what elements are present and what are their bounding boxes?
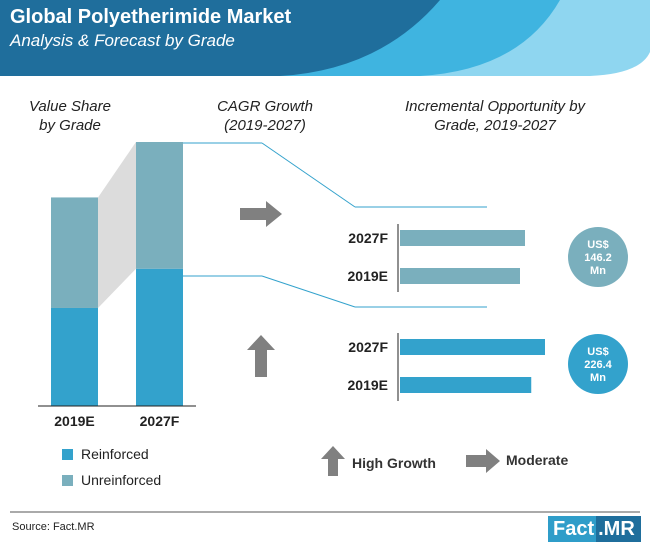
opportunity-label: Mn xyxy=(590,265,606,277)
logo-part-2: .MR xyxy=(596,516,641,542)
connector-line xyxy=(261,275,356,308)
legend-item-reinforced: Reinforced xyxy=(62,446,149,462)
page-subtitle: Analysis & Forecast by Grade xyxy=(10,31,235,50)
legend-label: Unreinforced xyxy=(81,472,162,488)
bar-reinforced-2019E xyxy=(51,307,98,406)
tick-label: 2019E xyxy=(54,413,94,429)
high-growth-arrow-icon xyxy=(247,335,275,377)
opportunity-label: 226.4 xyxy=(584,359,612,371)
value-share-heading: Value Share by Grade xyxy=(28,98,111,134)
legend-swatch xyxy=(62,474,73,486)
connector-line xyxy=(261,142,356,208)
key-high-growth-label: High Growth xyxy=(352,455,436,471)
tick-label: 2019E xyxy=(348,268,388,284)
hbar-unreinforced-2027F xyxy=(400,230,525,246)
opportunity-label: Mn xyxy=(590,372,606,384)
key-high-growth: High Growth xyxy=(352,455,436,471)
source-note: Source: Fact.MR xyxy=(12,521,95,533)
chart-connectors xyxy=(183,142,487,308)
opportunity-heading: Incremental Opportunity by Grade, 2019-2… xyxy=(404,98,586,134)
opportunity-badge xyxy=(568,334,628,394)
legend-swatch xyxy=(62,448,73,460)
high-growth-key-icon xyxy=(321,446,345,476)
hbar-reinforced-2019E xyxy=(400,377,532,393)
header-band-dark xyxy=(0,0,440,76)
bar-unreinforced-2027F xyxy=(136,142,183,269)
tick-label: 2027F xyxy=(140,413,180,429)
hbar-unreinforced-2019E xyxy=(400,268,520,284)
logo-part-1: Fact xyxy=(548,516,597,542)
moderate-arrow-icon xyxy=(240,201,282,227)
bar-reinforced-2027F xyxy=(136,268,183,406)
value-share-chart: 2019E 2027F xyxy=(38,142,196,429)
key-moderate: Moderate xyxy=(506,452,568,468)
page-title: Global Polyetherimide Market xyxy=(10,6,292,28)
tick-label: 2027F xyxy=(348,339,388,355)
legend-label: Reinforced xyxy=(81,446,149,462)
opportunity-badge xyxy=(568,227,628,287)
bar-connector-shade xyxy=(98,142,136,308)
bar-unreinforced-2019E xyxy=(51,197,98,308)
opportunity-label: US$ xyxy=(587,239,608,251)
legend-item-unreinforced: Unreinforced xyxy=(62,472,161,488)
tick-label: 2019E xyxy=(348,377,388,393)
factmr-logo: Fact .MR xyxy=(548,516,641,542)
moderate-key-icon xyxy=(466,449,500,473)
tick-label: 2027F xyxy=(348,230,388,246)
key-moderate-label: Moderate xyxy=(506,452,569,468)
hbar-reinforced-2027F xyxy=(400,339,545,355)
opportunity-label: US$ xyxy=(587,346,608,358)
opportunity-label: 146.2 xyxy=(584,252,612,264)
cagr-heading: CAGR Growth (2019-2027) xyxy=(217,98,313,134)
